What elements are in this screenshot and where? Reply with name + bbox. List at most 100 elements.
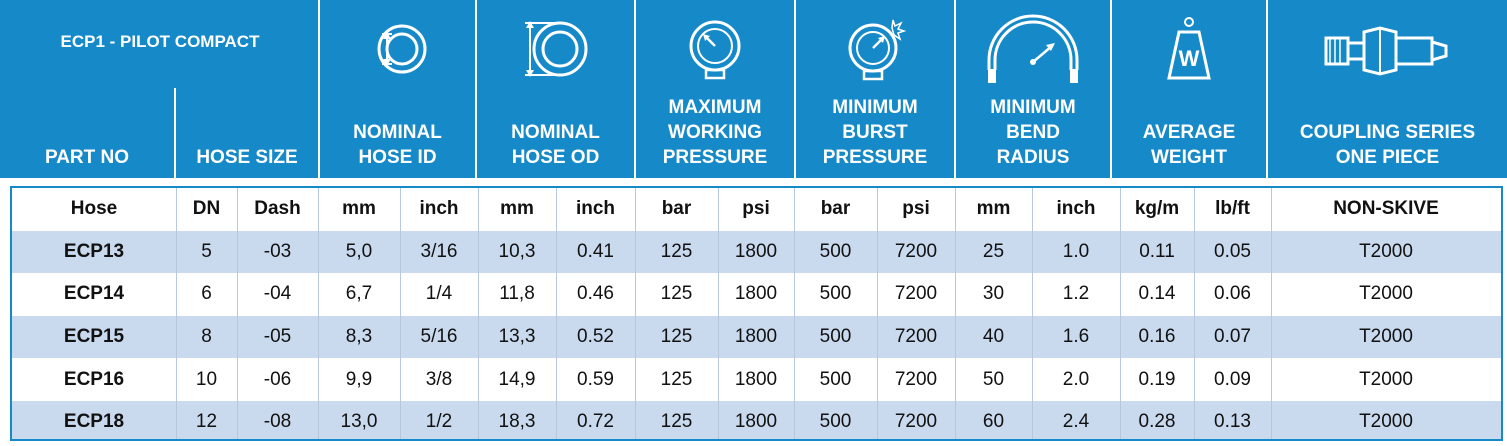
table-cell: 125 — [660, 240, 693, 262]
mbp-label-2: BURST — [842, 122, 908, 143]
table-header: ECP1 - PILOT COMPACT PART NO HOSE SIZE N… — [0, 0, 1507, 178]
table-cell: T2000 — [1359, 240, 1413, 262]
table-cell: 500 — [819, 368, 852, 390]
table-row: ECP15 8 -05 8,3 5/16 13,3 0.52 125 1800 500 7200 40… — [12, 315, 1501, 359]
mbp-label-1: MINIMUM — [832, 97, 918, 118]
column-divider — [478, 188, 479, 439]
table-cell: 12 — [195, 411, 218, 433]
table-row: ECP16 10 -06 9,9 3/8 14,9 0.59 125 1800 500 7200 50… — [12, 358, 1501, 401]
unit-header-cell: psi — [902, 198, 930, 220]
table-cell: 7200 — [894, 240, 938, 262]
column-divider — [718, 188, 719, 439]
table-cell: 7200 — [894, 411, 938, 433]
table-cell: 5 — [201, 240, 212, 262]
mbr-label-2: BEND — [1006, 122, 1060, 143]
unit-header-cell: inch — [575, 198, 616, 220]
table-cell: T2000 — [1359, 368, 1413, 390]
hose-od-icon — [524, 21, 587, 77]
table-cell: 500 — [819, 240, 852, 262]
table-cell: 1800 — [734, 240, 778, 262]
table-cell: 500 — [819, 411, 852, 433]
table-cell: 9,9 — [345, 368, 373, 390]
spec-table: Hose DN Dash mm inch mm inch bar psi bar psi mm inch… — [10, 186, 1503, 441]
table-cell: 11,8 — [499, 283, 535, 305]
header-separator — [318, 0, 320, 178]
table-cell: 0.13 — [1214, 411, 1251, 433]
table-cell: 0.07 — [1214, 326, 1251, 348]
header-separator — [634, 0, 636, 178]
column-divider — [794, 188, 795, 439]
column-divider — [237, 188, 238, 439]
header-nominal-hose-od: NOMINAL HOSE OD — [477, 0, 634, 178]
mbr-label-1: MINIMUM — [990, 97, 1076, 118]
table-row: ECP13 5 -03 5,0 3/16 10,3 0.41 125 1800 500 7200 25… — [12, 230, 1501, 274]
table-cell: 7200 — [894, 326, 938, 348]
table-cell: ECP16 — [63, 368, 125, 390]
table-cell: 1/4 — [425, 283, 453, 305]
header-separator — [174, 88, 176, 178]
header-separator — [954, 0, 956, 178]
table-cell: 0.28 — [1138, 411, 1176, 433]
table-cell: ECP14 — [63, 283, 125, 305]
unit-header-cell: mm — [976, 198, 1011, 220]
pressure-gauge-icon — [689, 20, 741, 80]
table-cell: 8 — [201, 326, 212, 348]
table-cell: 7200 — [894, 368, 938, 390]
table-cell: 1800 — [734, 368, 778, 390]
table-cell: 1/2 — [425, 411, 453, 433]
table-cell: 0.16 — [1138, 326, 1176, 348]
table-cell: 0.52 — [577, 326, 614, 348]
table-row: ECP18 12 -08 13,0 1/2 18,3 0.72 125 1800 500 7200 6… — [12, 401, 1501, 439]
table-cell: ECP18 — [63, 411, 125, 433]
table-cell: 3/8 — [425, 368, 453, 390]
mwp-label-3: PRESSURE — [662, 147, 768, 168]
column-divider — [176, 188, 177, 439]
mbr-label-3: RADIUS — [996, 147, 1070, 168]
weight-label-2: WEIGHT — [1151, 147, 1227, 168]
unit-header-cell: lb/ft — [1215, 198, 1250, 220]
header-min-burst-pressure: MINIMUM BURST PRESSURE — [796, 0, 954, 178]
column-divider — [877, 188, 878, 439]
unit-header-cell: NON-SKIVE — [1333, 198, 1439, 220]
table-cell: 1.6 — [1062, 326, 1090, 348]
table-cell: 0.59 — [577, 368, 614, 390]
coupling-label-1: COUPLING SERIES — [1299, 122, 1476, 143]
part-no-label: PART NO — [44, 147, 130, 168]
table-cell: -05 — [263, 326, 292, 348]
table-cell: 0.46 — [577, 283, 614, 305]
table-cell: -08 — [263, 411, 292, 433]
header-average-weight: W AVERAGE WEIGHT — [1112, 0, 1266, 178]
hose-od-label-1: NOMINAL — [511, 122, 600, 143]
column-divider — [400, 188, 401, 439]
table-cell: 0.06 — [1214, 283, 1251, 305]
table-cell: 30 — [982, 283, 1005, 305]
table-cell: 6,7 — [345, 283, 373, 305]
table-cell: 125 — [660, 368, 693, 390]
table-cell: 25 — [982, 240, 1005, 262]
hose-size-label: HOSE SIZE — [196, 147, 298, 168]
table-cell: 13,0 — [340, 411, 378, 433]
unit-header-cell: bar — [661, 198, 692, 220]
header-part-no: PART NO — [0, 0, 174, 178]
burst-gauge-icon — [848, 19, 907, 81]
table-cell: 40 — [982, 326, 1005, 348]
table-cell: 5/16 — [420, 326, 458, 348]
header-max-working-pressure: MAXIMUM WORKING PRESSURE — [636, 0, 794, 178]
table-cell: T2000 — [1359, 326, 1413, 348]
table-cell: -06 — [263, 368, 292, 390]
table-cell: 0.11 — [1139, 240, 1175, 262]
column-divider — [1120, 188, 1121, 439]
column-divider — [1271, 188, 1272, 439]
header-nominal-hose-id: NOMINAL HOSE ID — [320, 0, 475, 178]
column-divider — [1032, 188, 1033, 439]
coupling-icon — [1324, 26, 1447, 76]
header-coupling-series: COUPLING SERIES ONE PIECE — [1268, 0, 1507, 178]
bend-radius-icon — [987, 14, 1079, 83]
table-cell: 5,0 — [345, 240, 373, 262]
unit-header-cell: mm — [342, 198, 376, 220]
table-cell: 500 — [819, 326, 852, 348]
column-divider — [556, 188, 557, 439]
table-cell: 8,3 — [345, 326, 373, 348]
column-divider — [955, 188, 956, 439]
unit-header-cell: psi — [742, 198, 770, 220]
